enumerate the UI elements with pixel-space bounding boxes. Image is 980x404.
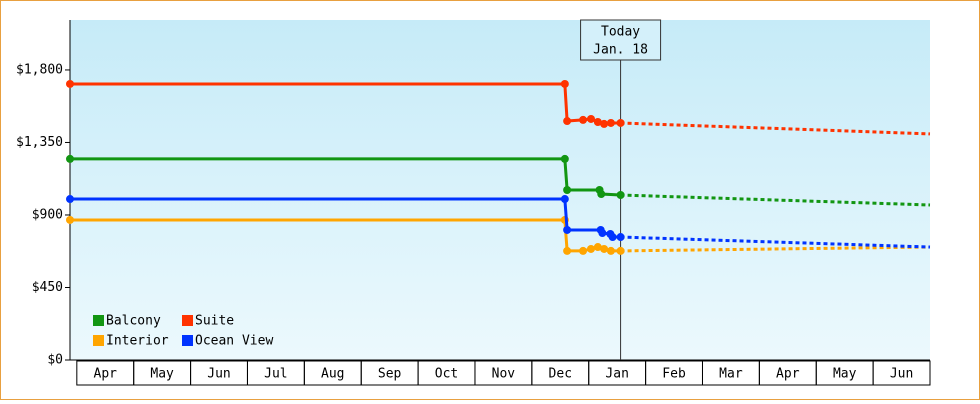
price-point (66, 195, 74, 204)
price-point (593, 118, 602, 126)
x-tick-label: May (833, 367, 857, 382)
price-point (560, 79, 569, 88)
legend-swatch (182, 335, 193, 346)
x-tick-label: Oct (435, 367, 458, 382)
x-tick-label: Sep (378, 367, 402, 382)
x-tick-label: Feb (662, 367, 686, 382)
y-tick-label: $450 (32, 280, 63, 295)
price-point (66, 154, 74, 163)
x-tick-label: Jan (605, 367, 628, 382)
legend-label: Balcony (106, 314, 161, 329)
y-tick-label: $1,800 (16, 62, 63, 77)
price-point (563, 117, 572, 126)
x-tick-label: Jun (207, 367, 230, 382)
price-point (579, 115, 588, 124)
x-tick-label: Apr (776, 367, 800, 382)
legend-swatch (182, 315, 193, 326)
price-point (563, 246, 572, 255)
price-point (593, 243, 602, 252)
forecast-line (620, 245, 931, 253)
price-point (608, 233, 617, 242)
x-tick-box (872, 360, 931, 386)
legend-label: Ocean View (195, 334, 273, 349)
y-tick-label: $0 (47, 353, 63, 368)
price-point (616, 118, 625, 127)
price-point (616, 190, 625, 199)
price-point (66, 215, 74, 224)
legend-swatch (93, 335, 104, 346)
legend-label: Suite (195, 314, 234, 329)
x-tick-label: Dec (549, 367, 572, 382)
forecast-line (620, 193, 931, 207)
price-point (587, 114, 596, 123)
x-tick-label: Jul (264, 367, 287, 382)
y-tick-label: $1,350 (16, 135, 63, 150)
price-point (600, 244, 609, 253)
price-point (66, 79, 74, 88)
x-tick-label: Apr (94, 367, 118, 382)
price-point (597, 190, 606, 199)
x-tick-label: Aug (321, 367, 344, 382)
x-tick-label: Nov (492, 367, 516, 382)
price-point (616, 246, 625, 255)
x-tick-label: May (150, 367, 174, 382)
price-point (563, 225, 572, 234)
price-point (606, 246, 615, 255)
y-tick-label: $900 (32, 207, 63, 222)
x-tick-label: Jun (890, 367, 913, 382)
price-point (560, 195, 569, 204)
price-point (616, 233, 625, 242)
price-point (579, 246, 588, 255)
x-tick-label: Mar (719, 367, 743, 382)
price-point (606, 118, 615, 127)
price-point (560, 154, 569, 163)
forecast-line (620, 235, 931, 249)
forecast-line (620, 121, 931, 136)
price-point (600, 119, 609, 128)
today-date: Jan. 18 (593, 43, 648, 58)
price-point (598, 229, 607, 238)
legend-label: Interior (106, 334, 169, 349)
price-point (563, 186, 572, 194)
price-point (587, 244, 596, 253)
legend-swatch (93, 315, 104, 326)
today-box (580, 19, 662, 61)
plot-background (70, 20, 930, 360)
today-label: Today (601, 25, 640, 40)
